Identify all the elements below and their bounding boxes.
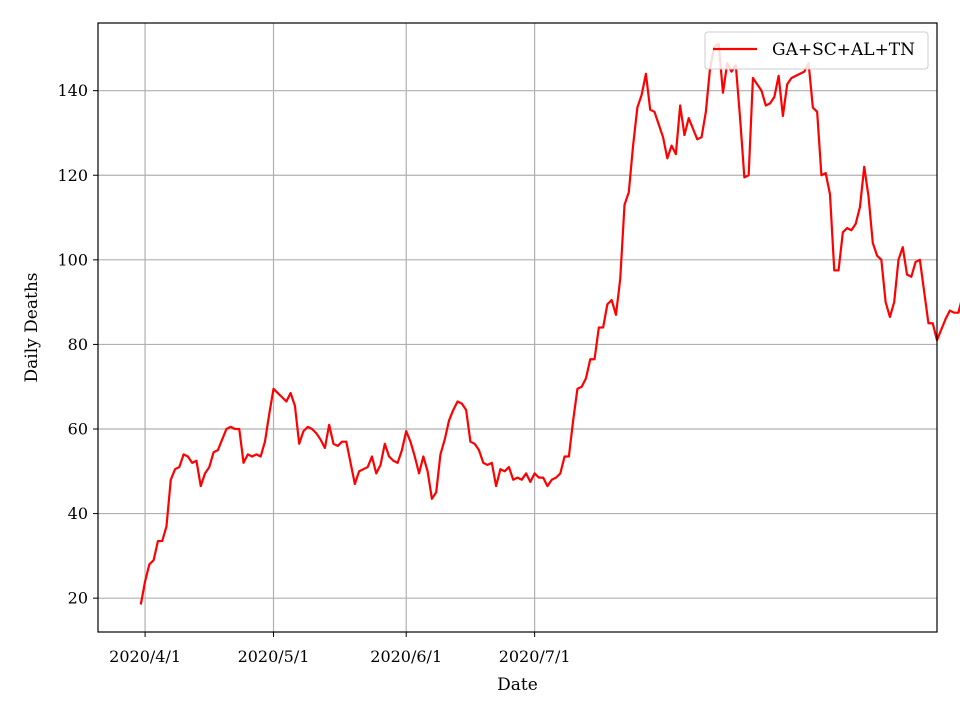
series-layer: [139, 43, 960, 605]
y-tick-label: 60: [68, 420, 88, 439]
x-tick-label: 2020/6/1: [370, 647, 442, 666]
y-tick-label: 20: [68, 589, 88, 608]
x-tick-label: 2020/5/1: [238, 647, 310, 666]
x-tick-label: 2020/4/1: [109, 647, 181, 666]
x-tick-label: 2020/7/1: [499, 647, 571, 666]
y-tick-label: 100: [57, 250, 88, 269]
y-tick-label: 80: [68, 335, 88, 354]
axis-ticks: 2020/4/1 2020/5/1 2020/6/1 2020/7/1 20 40 60 80…: [57, 81, 570, 666]
legend: GA+SC+AL+TN: [704, 31, 929, 70]
x-axis-label: Date: [497, 675, 538, 695]
y-tick-label: 140: [57, 81, 88, 100]
y-tick-label: 40: [68, 504, 88, 523]
y-tick-label: 120: [57, 166, 88, 185]
series-line-0: [139, 43, 960, 605]
legend-box: [704, 31, 929, 70]
grid: [98, 23, 937, 632]
y-axis-label: Daily Deaths: [22, 273, 42, 383]
legend-label: GA+SC+AL+TN: [772, 40, 915, 60]
plot-frame: [97, 22, 938, 633]
